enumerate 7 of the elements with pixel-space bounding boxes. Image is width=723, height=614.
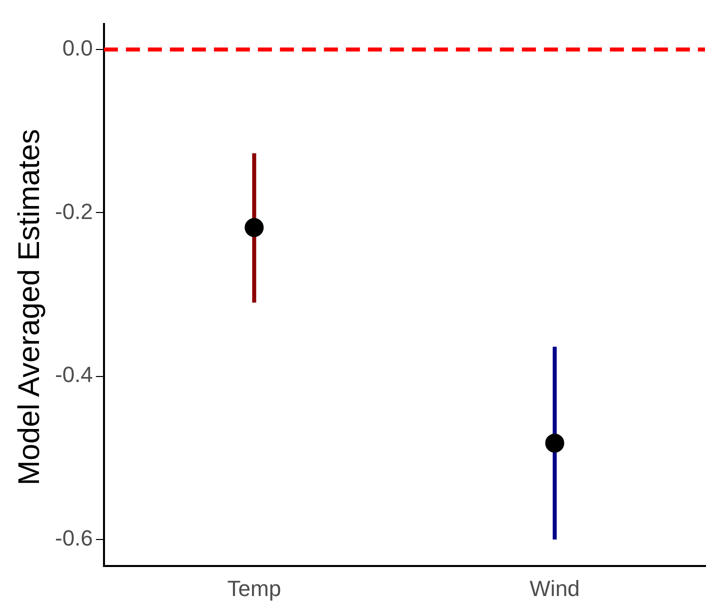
y-axis-title: Model Averaged Estimates <box>13 128 47 486</box>
y-tick-label: -0.2 <box>54 198 93 224</box>
y-tick-label: -0.4 <box>54 362 93 388</box>
y-tick-label: 0.0 <box>62 36 93 61</box>
y-tick-label: -0.6 <box>54 526 93 551</box>
x-tick-label: Temp <box>227 576 282 601</box>
x-tick-label: Wind <box>530 576 580 601</box>
